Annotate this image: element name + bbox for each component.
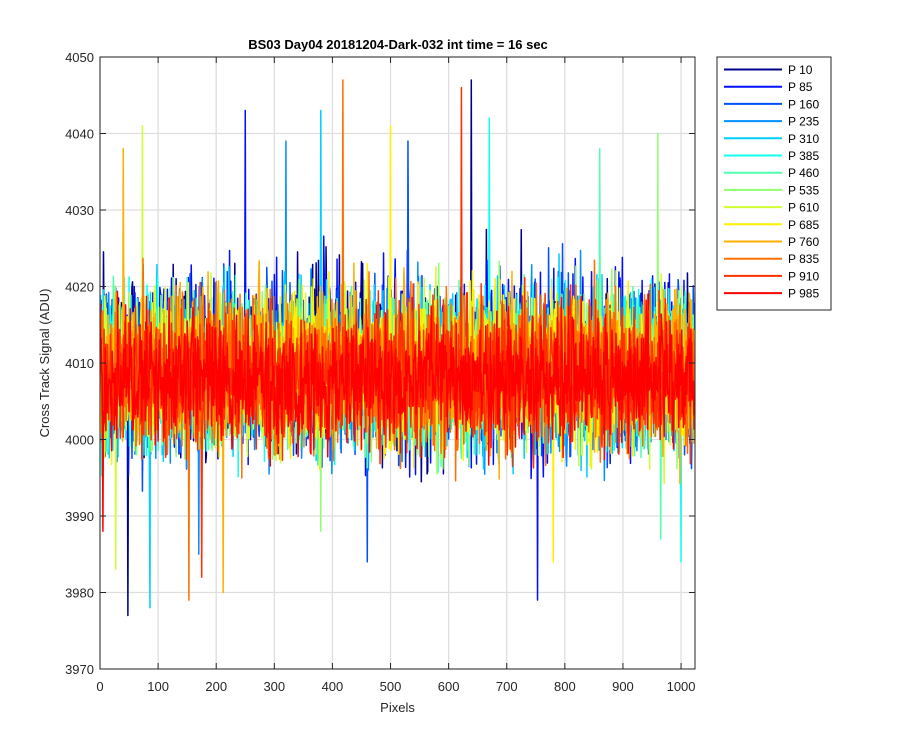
legend-entry-label: P 10 (788, 63, 813, 77)
x-tick-label: 800 (554, 679, 576, 694)
y-tick-label: 3970 (65, 662, 94, 677)
chart-title: BS03 Day04 20181204-Dark-032 int time = … (248, 37, 548, 52)
y-tick-label: 4030 (65, 203, 94, 218)
y-tick-label: 4020 (65, 280, 94, 295)
legend-entry-label: P 85 (788, 80, 813, 94)
x-tick-label: 0 (96, 679, 103, 694)
legend-entry-label: P 235 (788, 115, 819, 129)
legend-entry-label: P 385 (788, 149, 819, 163)
legend: P 10 P 85 P 160 P 235 P 310 P 385 P 460 P 535 P … (716, 56, 832, 311)
legend-entry-label: P 985 (788, 287, 819, 301)
y-tick-label: 4010 (65, 356, 94, 371)
y-axis-label: Cross Track Signal (ADU) (37, 289, 52, 438)
legend-entry-label: P 310 (788, 132, 819, 146)
x-tick-label: 400 (322, 679, 344, 694)
y-tick-label: 4000 (65, 433, 94, 448)
y-tick-label: 3980 (65, 586, 94, 601)
x-tick-label: 200 (205, 679, 227, 694)
x-axis-label: Pixels (380, 700, 415, 715)
legend-entry-label: P 610 (788, 201, 819, 215)
series-line-p985 (100, 290, 695, 533)
x-tick-label: 500 (380, 679, 402, 694)
legend-entry-label: P 760 (788, 235, 819, 249)
x-tick-label: 100 (147, 679, 169, 694)
x-tick-label: 600 (438, 679, 460, 694)
legend-entry-label: P 910 (788, 269, 819, 283)
legend-entry-label: P 835 (788, 252, 819, 266)
x-tick-label: 900 (612, 679, 634, 694)
x-tick-label: 1000 (667, 679, 696, 694)
legend-entry-label: P 685 (788, 218, 819, 232)
x-tick-label: 300 (263, 679, 285, 694)
legend-box (716, 56, 832, 311)
series-layer (100, 79, 695, 617)
legend-entry-label: P 160 (788, 97, 819, 111)
y-tick-label: 4040 (65, 127, 94, 142)
legend-entry-label: P 535 (788, 183, 819, 197)
legend-entry-label: P 460 (788, 166, 819, 180)
x-tick-label: 700 (496, 679, 518, 694)
x-axis: 0 100 200 300 400 500 600 700 800 900 1000 (96, 57, 696, 694)
y-tick-label: 3990 (65, 509, 94, 524)
y-axis: 3970 3980 3990 4000 4010 4020 4030 4040 4050 (65, 50, 695, 677)
y-tick-label: 4050 (65, 50, 94, 65)
